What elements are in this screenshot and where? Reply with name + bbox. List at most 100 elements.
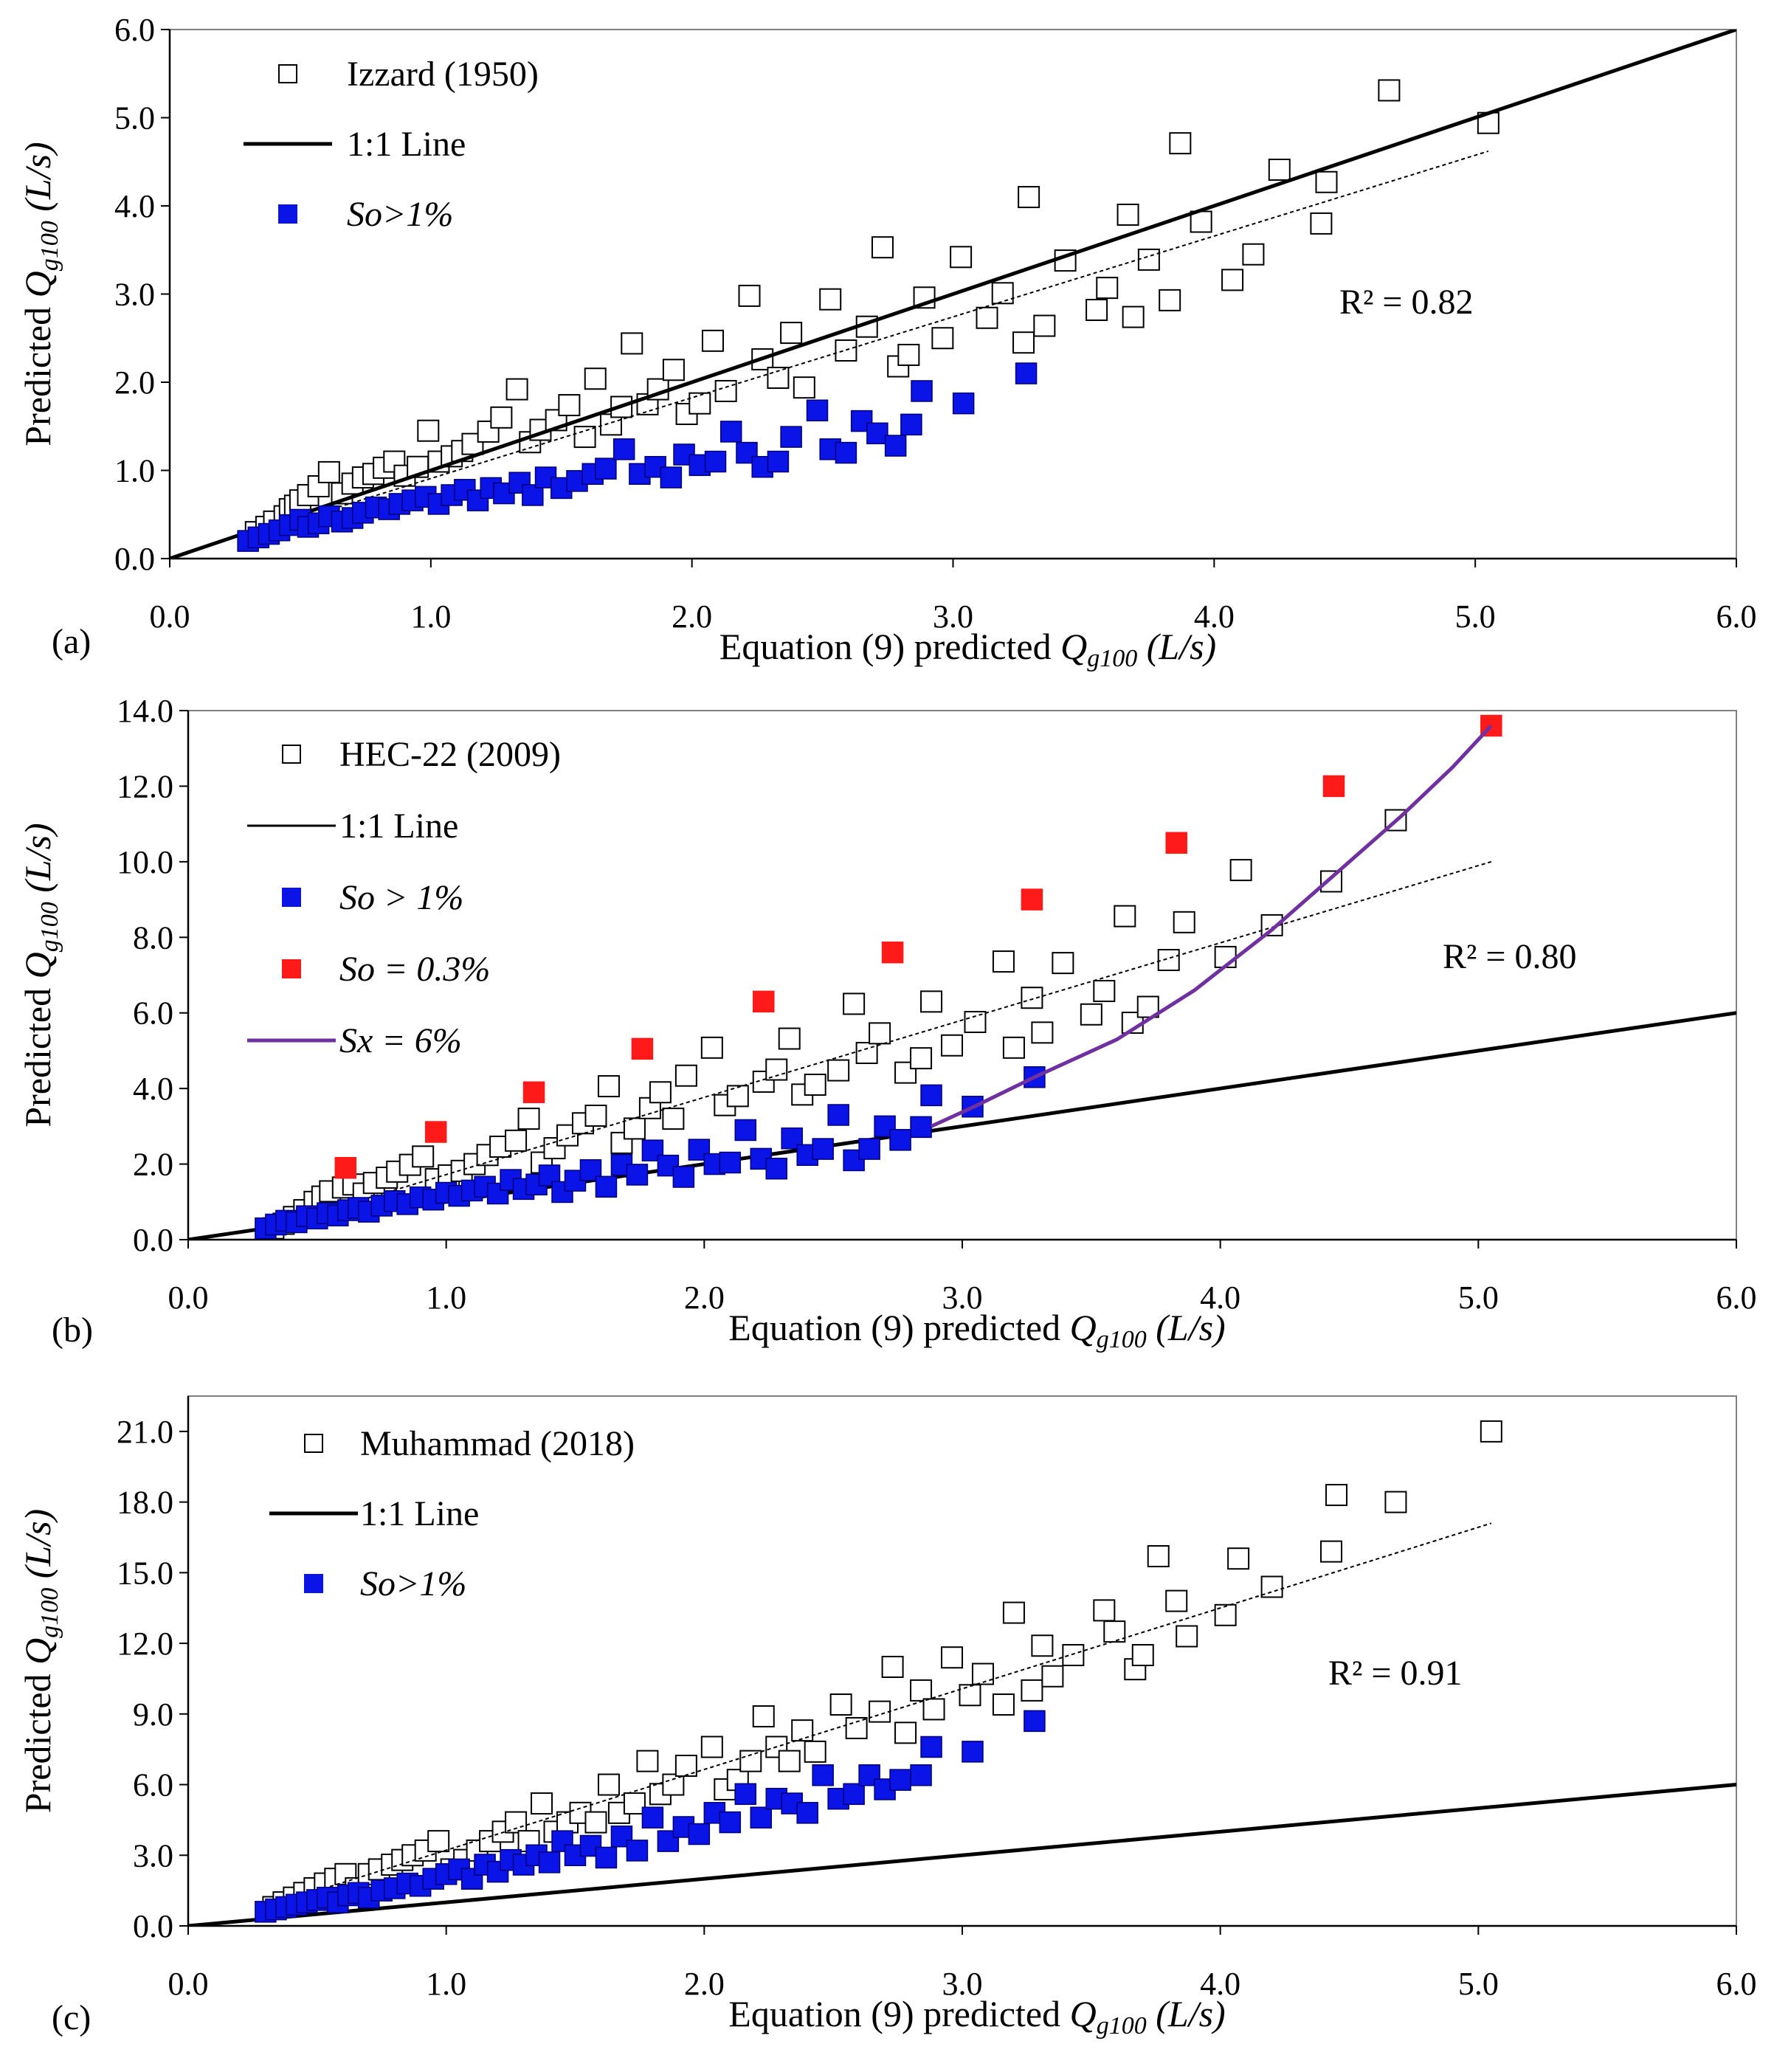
y-axis-title-symbol: Q (17, 271, 58, 297)
data-point-so-1 (827, 1104, 849, 1126)
r-squared-label: R² = 0.80 (1443, 937, 1576, 976)
data-point-hec-22-2009 (726, 1085, 749, 1108)
data-point-so-1 (522, 484, 544, 506)
data-point-muhammad-2018 (1227, 1547, 1250, 1570)
data-point-izzard-1950 (701, 329, 724, 352)
data-point-hec-22-2009 (765, 1058, 788, 1081)
data-point-so-1 (952, 392, 975, 415)
data-point-muhammad-2018 (894, 1722, 917, 1744)
y-axis-title-symbol: Q (17, 1638, 58, 1665)
x-tick-label: 6.0 (1716, 598, 1757, 635)
x-tick-label: 3.0 (933, 598, 973, 635)
data-point-so-1 (765, 1157, 787, 1180)
data-point-muhammad-2018 (910, 1679, 933, 1702)
data-point-izzard-1950 (646, 378, 669, 401)
data-point-hec-22-2009 (649, 1081, 672, 1104)
x-tick-label: 0.0 (168, 1966, 209, 2002)
y-tick-label: 3.0 (114, 277, 155, 313)
y-tick-label: 0.0 (114, 541, 155, 577)
legend-open-square-symbol (304, 1434, 323, 1453)
data-point-muhammad-2018 (1165, 1589, 1188, 1612)
data-point-so-1 (910, 1116, 932, 1139)
data-point-muhammad-2018 (662, 1773, 685, 1796)
y-axis-title: Predicted Qg100 (L/s) (17, 1509, 63, 1813)
data-point-izzard-1950 (793, 376, 815, 399)
data-point-hec-22-2009 (1173, 911, 1195, 933)
data-point-hec-22-2009 (543, 1137, 566, 1160)
data-point-so-1 (660, 466, 683, 488)
data-point-muhammad-2018 (971, 1662, 994, 1685)
data-point-hec-22-2009 (517, 1108, 540, 1130)
data-point-so-0-3 (631, 1037, 654, 1060)
data-point-hec-22-2009 (1080, 1003, 1102, 1026)
x-axis-title: Equation (9) predicted Qg100 (L/s) (719, 626, 1216, 672)
data-point-so-1 (920, 1736, 942, 1758)
data-point-muhammad-2018 (791, 1719, 814, 1742)
x-tick-label: 0.0 (150, 598, 190, 635)
data-point-izzard-1950 (1159, 289, 1181, 311)
data-point-izzard-1950 (662, 359, 685, 381)
legend-red-square-symbol (282, 959, 301, 978)
data-point-izzard-1950 (714, 379, 737, 402)
data-point-muhammad-2018 (1147, 1544, 1170, 1567)
y-tick-label: 9.0 (133, 1696, 173, 1733)
data-point-so-1 (911, 380, 933, 402)
data-point-izzard-1950 (931, 327, 954, 350)
x-axis-title-subscript: g100 (1097, 1326, 1147, 1353)
data-point-izzard-1950 (991, 282, 1014, 305)
data-point-hec-22-2009 (662, 1108, 685, 1130)
data-point-muhammad-2018 (992, 1693, 1015, 1716)
y-tick-label: 21.0 (117, 1414, 173, 1450)
data-point-so-1 (734, 1119, 757, 1142)
y-tick-label: 0.0 (133, 1222, 173, 1258)
y-tick-label: 15.0 (117, 1555, 173, 1591)
data-point-hec-22-2009 (1136, 995, 1159, 1018)
data-point-muhammad-2018 (881, 1655, 904, 1678)
data-point-izzard-1950 (317, 460, 340, 483)
data-point-hec-22-2009 (1093, 980, 1116, 1003)
trendline (317, 860, 1492, 1215)
data-point-izzard-1950 (738, 284, 761, 307)
data-point-izzard-1950 (950, 246, 973, 269)
data-point-so-1 (962, 1741, 984, 1763)
data-point-so-1 (900, 413, 922, 436)
data-point-izzard-1950 (1116, 203, 1139, 226)
data-point-hec-22-2009 (1157, 949, 1180, 972)
data-point-izzard-1950 (1018, 186, 1040, 209)
data-point-hec-22-2009 (910, 1047, 933, 1070)
x-tick-label: 4.0 (1194, 598, 1235, 635)
y-tick-label: 5.0 (114, 100, 155, 137)
data-point-so-1 (750, 1806, 773, 1828)
data-point-izzard-1950 (897, 343, 920, 366)
data-point-so-1 (858, 1138, 880, 1160)
legend-blue-square-symbol (304, 1574, 323, 1593)
data-point-muhammad-2018 (584, 1811, 607, 1834)
x-axis-title-prefix: Equation (9) predicted (719, 626, 1060, 667)
data-point-muhammad-2018 (1062, 1644, 1085, 1667)
data-point-hec-22-2009 (843, 992, 866, 1015)
data-point-izzard-1950 (1086, 299, 1108, 322)
data-point-so-1 (910, 1764, 932, 1786)
plot-area (188, 1420, 1736, 1926)
x-axis-title-symbol: Q (1070, 1993, 1097, 2034)
data-point-muhammad-2018 (1214, 1603, 1237, 1626)
data-point-izzard-1950 (505, 378, 528, 401)
y-tick-label: 12.0 (117, 1626, 173, 1662)
data-point-muhammad-2018 (804, 1740, 826, 1763)
data-point-so-1 (835, 441, 857, 464)
x-axis-title-subscript: g100 (1097, 2012, 1147, 2040)
data-point-hec-22-2009 (1052, 952, 1074, 975)
y-axis-title-prefix: Predicted (17, 1665, 58, 1813)
data-point-muhammad-2018 (1384, 1491, 1407, 1513)
legend-label: 1:1 Line (347, 125, 466, 164)
data-point-so-0-3 (881, 942, 904, 964)
data-point-muhammad-2018 (752, 1705, 775, 1727)
y-tick-label: 6.0 (133, 1767, 173, 1803)
data-point-izzard-1950 (1122, 305, 1145, 328)
data-point-so-1 (595, 457, 617, 480)
data-point-muhammad-2018 (700, 1736, 723, 1758)
data-point-so-1 (704, 450, 727, 473)
data-point-hec-22-2009 (804, 1074, 826, 1097)
y-axis-title-subscript: g100 (36, 221, 63, 271)
data-point-izzard-1950 (835, 339, 857, 362)
